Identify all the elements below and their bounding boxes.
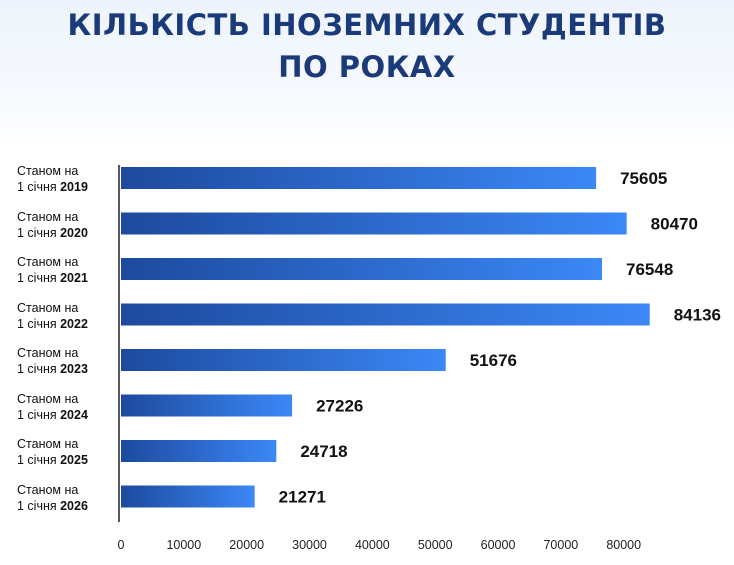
bar-2020 [121, 212, 627, 235]
x-tick-label-0: 0 [118, 538, 125, 552]
value-label-2025: 24718 [300, 442, 347, 461]
bar-2024 [121, 394, 293, 417]
category-label-date: 1 січня 2022 [17, 316, 117, 332]
category-label-prefix: Станом на [17, 164, 79, 178]
value-label-2023: 51676 [470, 351, 517, 370]
category-label-2022: Станом на 1 січня 2022 [17, 300, 117, 332]
category-label-year: 2026 [60, 498, 88, 513]
category-label-day: 1 січня [17, 453, 61, 467]
x-tick-label-40000: 40000 [355, 538, 390, 552]
category-label-day: 1 січня [17, 316, 61, 331]
x-tick-label-30000: 30000 [292, 538, 327, 552]
category-label-2026: Станом на 1 січня 2026 [17, 482, 117, 514]
category-label-prefix: Станом на [17, 437, 79, 451]
category-label-day: 1 січня [17, 362, 61, 376]
category-label-date: 1 січня 2026 [17, 498, 117, 514]
chart-title-line-1: КІЛЬКІСТЬ ІНОЗЕМНИХ СТУДЕНТІВ [67, 8, 667, 42]
category-label-2024: Станом на 1 січня 2024 [17, 391, 117, 423]
x-tick-label-80000: 80000 [606, 538, 641, 552]
category-label-year: 2020 [60, 225, 88, 240]
category-label-year: 2023 [60, 362, 88, 376]
category-label-prefix: Станом на [17, 255, 79, 269]
chart-title: КІЛЬКІСТЬ ІНОЗЕМНИХ СТУДЕНТІВ ПО РОКАХ [0, 4, 734, 88]
category-label-year: 2022 [60, 316, 88, 331]
bar-2025 [121, 440, 277, 462]
category-label-day: 1 січня [17, 271, 61, 285]
bar-2021 [121, 258, 603, 280]
header-background [0, 0, 734, 150]
value-label-2019: 75605 [620, 169, 667, 188]
category-label-2023: Станом на 1 січня 2023 [17, 345, 117, 377]
category-label-date: 1 січня 2024 [17, 407, 117, 423]
bar-2022 [121, 303, 650, 326]
category-label-prefix: Станом на [17, 391, 79, 406]
x-axis-ticks: 0 10000 20000 30000 40000 50000 60000 70000 8000… [118, 538, 642, 552]
value-label-2022: 84136 [674, 306, 721, 325]
category-label-2021: Станом на 1 січня 2021 [17, 254, 117, 286]
category-label-year: 2021 [60, 271, 88, 285]
chart-title-line-2: ПО РОКАХ [278, 50, 456, 84]
value-label-2026: 21271 [279, 488, 326, 507]
category-label-date: 1 січня 2021 [17, 270, 117, 286]
value-label-2021: 76548 [626, 260, 673, 279]
bars-group [121, 167, 650, 508]
x-tick-label-20000: 20000 [229, 538, 264, 552]
bar-2023 [121, 349, 446, 371]
bar-2026 [121, 485, 255, 508]
category-label-2019: Станом на 1 січня 2019 [17, 163, 117, 195]
category-label-day: 1 січня [17, 225, 61, 240]
value-label-2020: 80470 [651, 215, 698, 234]
bar-2019 [121, 167, 597, 189]
x-tick-label-70000: 70000 [543, 538, 578, 552]
category-label-date: 1 січня 2023 [17, 361, 117, 377]
x-tick-label-10000: 10000 [166, 538, 201, 552]
category-label-day: 1 січня [17, 180, 61, 194]
category-label-prefix: Станом на [17, 209, 79, 224]
value-label-2024: 27226 [316, 397, 363, 416]
category-label-year: 2024 [60, 407, 88, 422]
category-label-year: 2019 [60, 180, 88, 194]
value-labels-group: 75605 80470 76548 84136 51676 27226 24718 21271 [279, 169, 721, 507]
category-label-prefix: Станом на [17, 300, 79, 315]
category-label-prefix: Станом на [17, 346, 79, 360]
category-label-2025: Станом на 1 січня 2025 [17, 436, 117, 468]
x-tick-label-50000: 50000 [418, 538, 453, 552]
x-tick-label-60000: 60000 [481, 538, 516, 552]
category-label-date: 1 січня 2025 [17, 452, 117, 468]
category-label-day: 1 січня [17, 407, 61, 422]
category-label-day: 1 січня [17, 498, 61, 513]
category-label-year: 2025 [60, 453, 88, 467]
category-label-prefix: Станом на [17, 482, 79, 497]
category-label-2020: Станом на 1 січня 2020 [17, 209, 117, 241]
category-label-date: 1 січня 2019 [17, 179, 117, 195]
category-label-date: 1 січня 2020 [17, 225, 117, 241]
